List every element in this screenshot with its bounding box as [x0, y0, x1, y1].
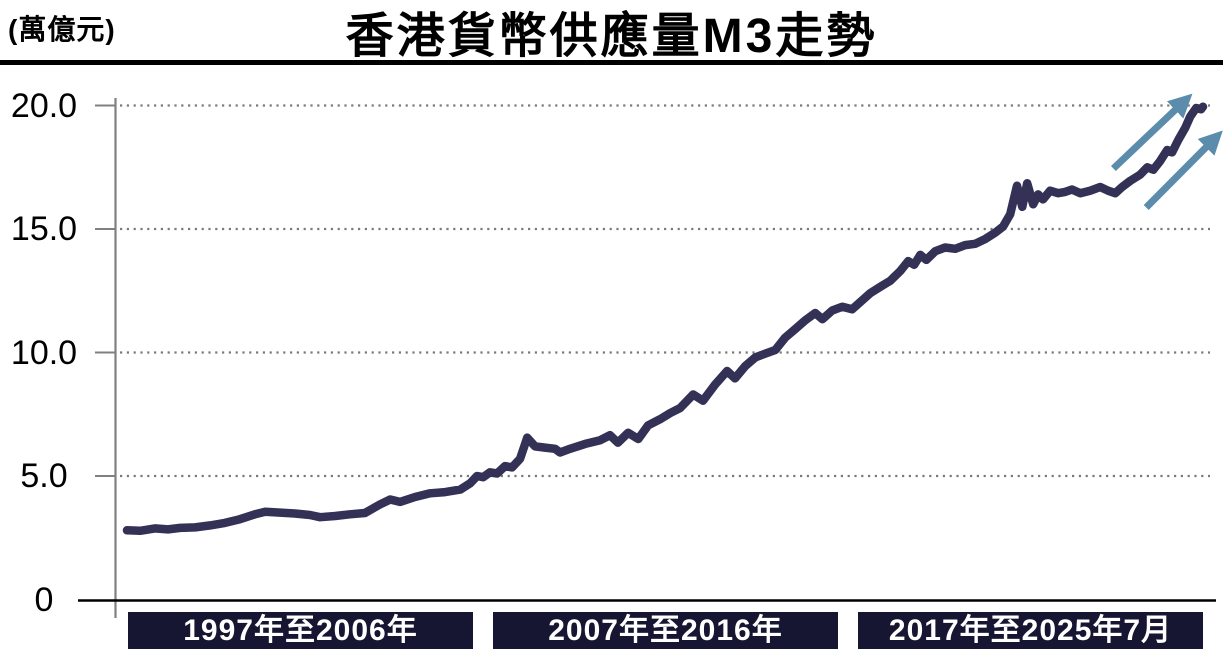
chart-title: 香港貨幣供應量M3走勢	[345, 10, 878, 63]
uptrend-arrow-lower	[1143, 130, 1223, 210]
y-tick-label-15.0: 15.0	[10, 210, 78, 248]
y-axis-unit-label: (萬億元)	[8, 14, 116, 45]
y-axis-tick-labels: 0 5.0 10.0 15.0 20.0	[0, 0, 90, 656]
x-axis-period-label-2017-2025: 2017年至2025年7月	[858, 612, 1203, 649]
y-tick-label-5.0: 5.0	[20, 457, 68, 495]
title-divider-rule	[0, 60, 1223, 65]
x-axis-period-label-2007-2016: 2007年至2016年	[493, 612, 838, 649]
y-tick-label-10.0: 10.0	[10, 334, 78, 372]
x-axis-period-label-1997-2006: 1997年至2006年	[128, 612, 473, 649]
y-tick-label-20.0: 20.0	[10, 87, 78, 125]
uptrend-arrow-upper	[1110, 93, 1193, 172]
y-tick-label-0: 0	[34, 581, 54, 619]
m3-series-line	[122, 102, 1208, 536]
